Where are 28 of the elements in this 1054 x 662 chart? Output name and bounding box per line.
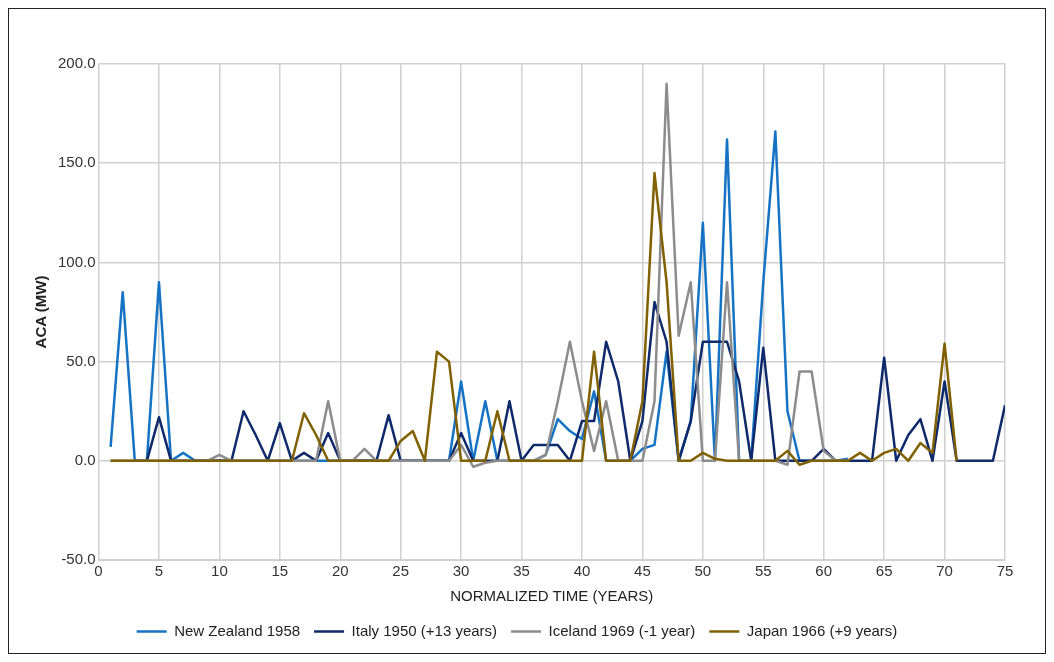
x-tick-label: 35	[513, 562, 530, 580]
x-axis-title: NORMALIZED TIME (YEARS)	[450, 587, 654, 605]
y-tick-label: 50.0	[66, 351, 96, 369]
x-tick-label: 0	[94, 562, 103, 580]
x-tick-label: 65	[875, 562, 893, 580]
legend-label: Iceland 1969 (-1 year)	[548, 621, 696, 639]
y-tick-label: -50.0	[61, 550, 96, 568]
x-tick-label: 75	[996, 562, 1014, 580]
x-tick-label: 30	[452, 562, 470, 580]
x-tick-label: 70	[936, 562, 953, 580]
x-tick-label: 55	[754, 562, 772, 580]
x-tick-label: 45	[634, 562, 651, 580]
x-tick-label: 15	[271, 562, 289, 580]
y-axis-title: ACA (MW)	[32, 275, 50, 349]
legend-label: Italy 1950 (+13 years)	[351, 621, 498, 639]
x-tick-label: 60	[815, 562, 833, 580]
x-tick-label: 5	[154, 562, 164, 580]
y-tick-label: 200.0	[57, 54, 96, 72]
y-tick-label: 100.0	[57, 252, 96, 270]
legend-label: Japan 1966 (+9 years)	[746, 621, 898, 639]
x-tick-label: 20	[331, 562, 349, 580]
y-tick-label: 0.0	[74, 450, 96, 468]
x-tick-label: 25	[392, 562, 410, 580]
x-tick-label: 10	[211, 562, 228, 580]
y-tick-label: 150.0	[57, 153, 96, 171]
x-tick-label: 50	[694, 562, 712, 580]
x-tick-label: 40	[573, 562, 591, 580]
legend-label: New Zealand 1958	[174, 621, 301, 639]
